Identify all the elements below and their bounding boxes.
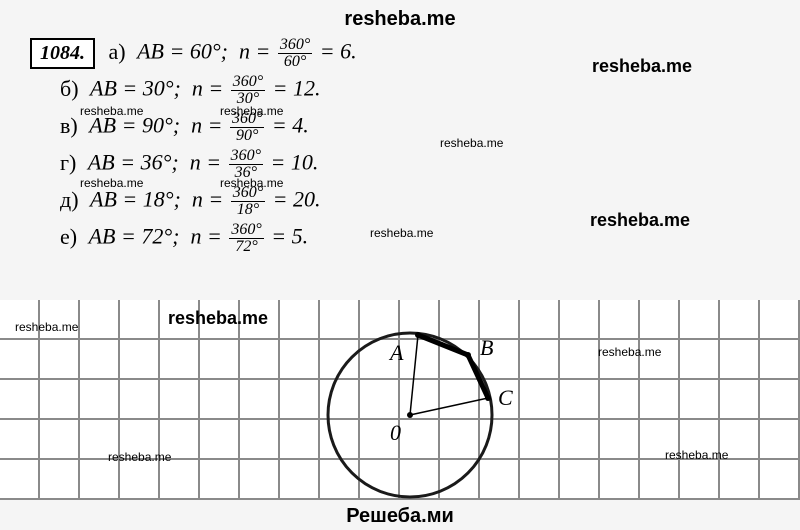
watermark: resheba.me [598,345,661,359]
frac-e: 360° 72° [229,222,263,255]
line-b: б) AB = 30°; n = 360° 30° = 12. [60,74,780,107]
arc-e: AB = 72°; [89,224,180,249]
frac-e-num: 360° [229,222,263,239]
line-g: г) AB = 36°; n = 360° 36° = 10. [60,148,780,181]
frac-a-den: 60° [278,54,312,70]
watermark: resheba.me [80,104,143,118]
svg-text:A: A [388,340,404,365]
watermark: resheba.me [440,136,503,150]
watermark: resheba.me [15,320,78,334]
label-v: в) [60,113,78,138]
svg-text:B: B [480,335,493,360]
top-title: resheba.me [20,8,780,31]
frac-b-num: 360° [231,74,265,91]
frac-a: 360° 60° [278,37,312,70]
watermark: resheba.me [370,226,433,240]
eq-e: = 5. [271,224,308,249]
label-g: г) [60,150,76,175]
label-d: д) [60,187,79,212]
arc-a: AB = 60°; [137,39,228,64]
n-a: n = [239,39,270,64]
n-e: n = [190,224,221,249]
arc-d: AB = 18°; [90,187,181,212]
frac-d-den: 18° [231,202,265,218]
line-v: в) AB = 90°; n = 360° 90° = 4. [60,111,780,144]
frac-v-den: 90° [230,128,264,144]
label-e: е) [60,224,77,249]
n-b: n = [192,76,223,101]
problem-number: 1084. [30,38,95,69]
n-d: n = [192,187,223,212]
watermark: resheba.me [108,450,171,464]
n-g: n = [190,150,221,175]
frac-g-num: 360° [229,148,263,165]
frac-a-num: 360° [278,37,312,54]
svg-text:C: C [498,385,513,410]
frac-b: 360° 30° [231,74,265,107]
eq-d: = 20. [273,187,321,212]
svg-text:0: 0 [390,420,401,445]
watermark-big: resheba.me [592,56,692,77]
watermark: resheba.me [665,448,728,462]
n-v: n = [191,113,222,138]
arc-g: AB = 36°; [88,150,179,175]
watermark: resheba.me [220,176,283,190]
circle-diagram: A BC 0 [320,300,520,500]
label-b: б) [60,76,79,101]
watermark-big: resheba.me [168,308,268,329]
bottom-title: Решеба.ми [0,505,800,528]
frac-e-den: 72° [229,239,263,255]
eq-b: = 12. [273,76,321,101]
eq-g: = 10. [270,150,318,175]
arc-b: AB = 30°; [90,76,181,101]
watermark: resheba.me [80,176,143,190]
label-a: а) [109,39,126,64]
watermark-big: resheba.me [590,210,690,231]
eq-a: = 6. [320,39,357,64]
watermark: resheba.me [220,104,283,118]
